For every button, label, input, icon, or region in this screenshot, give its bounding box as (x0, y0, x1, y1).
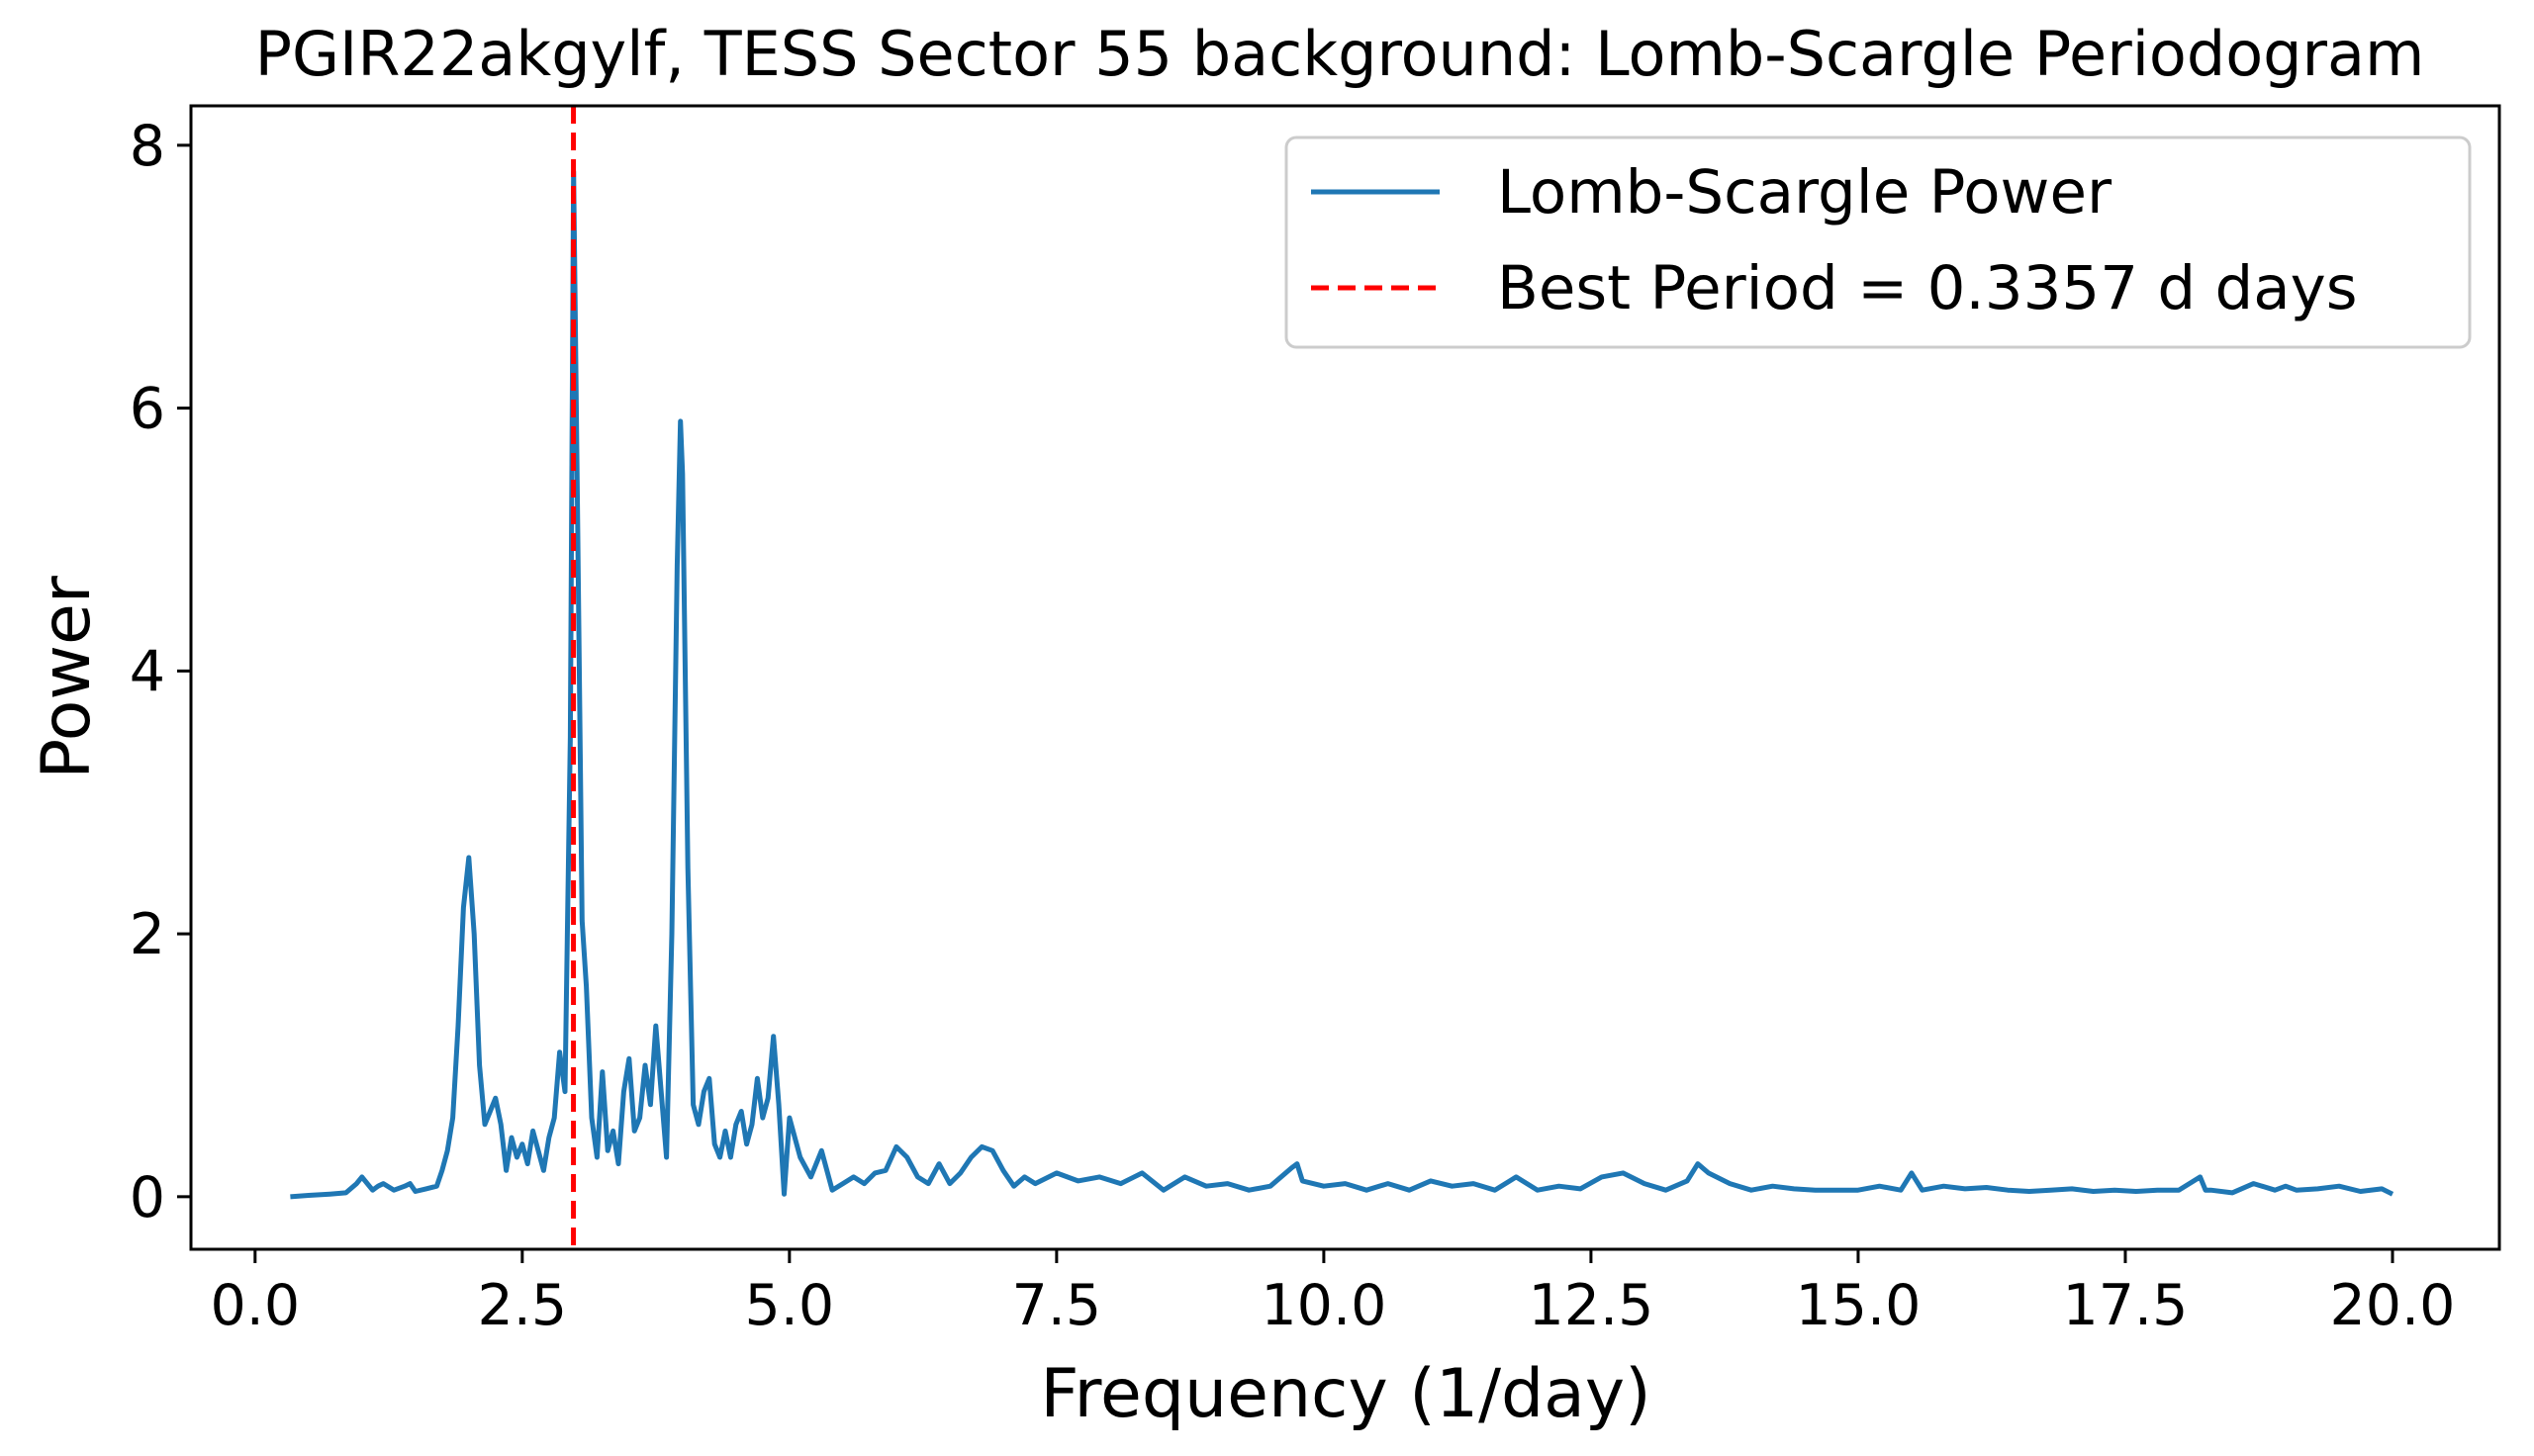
x-tick-label: 17.5 (2063, 1273, 2189, 1338)
legend-box (1284, 136, 2472, 349)
legend-label-power: Lomb-Scargle Power (1497, 157, 2112, 228)
y-tick-label: 0 (130, 1165, 165, 1230)
y-tick-label: 8 (130, 114, 165, 179)
axes-frame (189, 104, 2501, 1251)
plot-area (189, 104, 2501, 1251)
x-tick-label: 7.5 (1012, 1273, 1102, 1338)
x-tick-label: 15.0 (1795, 1273, 1921, 1338)
x-tick-label: 2.5 (478, 1273, 568, 1338)
legend: Lomb-Scargle Power Best Period = 0.3357 … (1284, 136, 2472, 349)
y-tick-label: 4 (130, 639, 165, 704)
legend-label-best-period: Best Period = 0.3357 d days (1497, 253, 2358, 323)
x-tick-label: 10.0 (1261, 1273, 1386, 1338)
series-layer (290, 106, 2394, 1249)
x-tick-label: 5.0 (745, 1273, 835, 1338)
x-tick-label: 12.5 (1528, 1273, 1653, 1338)
y-axis-ticks: 0 2 4 6 8 (130, 114, 191, 1230)
x-tick-label: 20.0 (2330, 1273, 2456, 1338)
chart-title: PGIR22akgylf, TESS Sector 55 background:… (255, 18, 2425, 90)
x-tick-label: 0.0 (210, 1273, 300, 1338)
x-axis-ticks: 0.0 2.5 5.0 7.5 10.0 12.5 15.0 17.5 20.0 (210, 1249, 2455, 1338)
y-tick-label: 2 (130, 902, 165, 967)
y-axis-title: Power (28, 576, 106, 779)
series-line-power (290, 168, 2394, 1200)
y-tick-label: 6 (130, 377, 165, 442)
x-axis-title: Frequency (1/day) (1040, 1355, 1650, 1433)
